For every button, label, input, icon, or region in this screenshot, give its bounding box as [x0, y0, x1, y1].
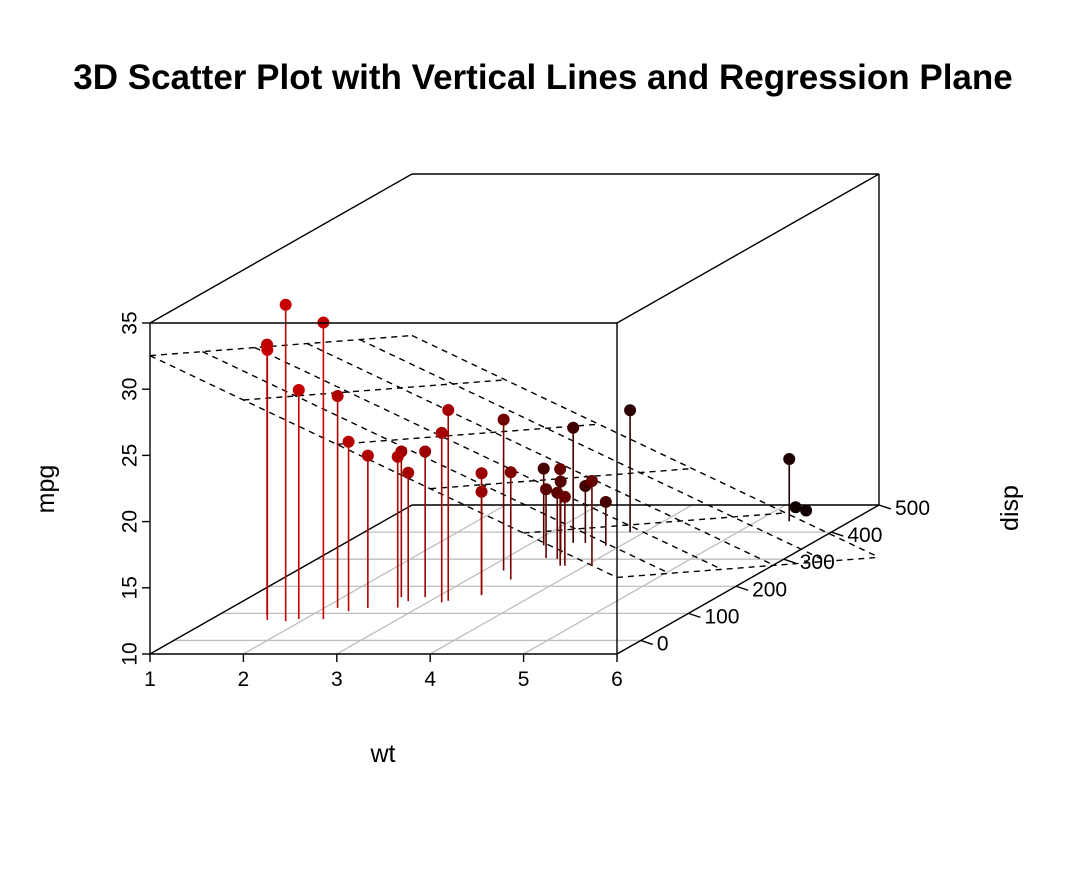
plane-line-disp-1 [202, 350, 670, 575]
plane-line-disp-4 [359, 338, 827, 562]
x-tick-label-2: 3 [331, 668, 343, 691]
x-tick-label-0: 1 [144, 668, 156, 691]
plane-line-disp-5 [411, 334, 880, 558]
grid-line-x-2 [336, 504, 600, 655]
chart-title: 3D Scatter Plot with Vertical Lines and … [73, 58, 1013, 97]
data-point-28 [537, 462, 550, 475]
box-back-edge-4 [149, 504, 413, 655]
x-tick-label-5: 6 [611, 668, 623, 691]
data-point-20 [361, 449, 374, 462]
y-tick-label-0: 0 [657, 632, 669, 655]
data-point-18 [261, 343, 274, 356]
y-tick-mark-0 [640, 639, 654, 646]
data-point-26 [331, 390, 344, 403]
z-tick-label-0: 10 [119, 642, 142, 665]
plane-line-wt-5 [616, 556, 880, 579]
data-point-2 [342, 435, 355, 448]
data-point-31 [391, 450, 404, 463]
y-tick-label-1: 100 [704, 605, 739, 628]
box-back-edge-2 [616, 173, 880, 324]
data-point-10 [475, 485, 488, 498]
x-tick-label-1: 2 [238, 668, 250, 691]
plane-line-disp-0 [149, 355, 618, 579]
y-tick-mark-4 [831, 531, 844, 537]
data-point-19 [279, 298, 292, 311]
box-front-edges [149, 322, 618, 655]
axis-ticks: 1 2 3 4 5 6 10 15 20 25 30 35 0 100 200 300 400 500 [119, 311, 931, 691]
data-point-3 [497, 413, 510, 426]
x-tick-label-3: 4 [424, 668, 436, 691]
data-point-16 [783, 453, 796, 466]
x-axis-label: wt [370, 740, 396, 768]
y-tick-label-3: 300 [800, 551, 835, 574]
data-point-14 [789, 501, 802, 514]
y-tick-label-2: 200 [752, 578, 787, 601]
data-point-5 [504, 466, 517, 479]
y-tick-label-4: 400 [847, 524, 882, 547]
data-point-12 [554, 463, 567, 476]
x-tick-label-4: 5 [518, 668, 530, 691]
grid-line-x-1 [243, 504, 506, 655]
y-axis-label: disp [996, 485, 1024, 531]
y-tick-mark-2 [735, 585, 749, 591]
data-points [261, 298, 813, 517]
plane-line-disp-3 [306, 342, 775, 566]
data-point-25 [292, 384, 305, 397]
data-point-13 [558, 490, 571, 503]
grid-line-x-3 [429, 504, 693, 655]
data-point-1 [419, 445, 432, 458]
box-back-edge-0 [149, 173, 413, 324]
data-point-23 [599, 495, 612, 508]
regression-plane [149, 334, 880, 579]
data-point-29 [402, 466, 415, 479]
data-point-4 [567, 421, 580, 434]
data-point-21 [554, 475, 567, 488]
data-point-9 [475, 467, 488, 480]
grid-line-x-4 [523, 504, 786, 655]
vertical-lines [266, 304, 807, 622]
box-back-edge-6 [616, 504, 880, 655]
data-point-7 [442, 404, 455, 417]
y-tick-mark-1 [688, 612, 701, 619]
z-tick-label-2: 20 [119, 510, 142, 533]
data-point-11 [585, 475, 598, 488]
z-tick-label-1: 15 [119, 576, 142, 599]
z-tick-label-5: 35 [119, 311, 142, 334]
plane-line-disp-2 [254, 346, 723, 570]
y-tick-label-5: 500 [895, 497, 930, 520]
z-axis-label: mpg [32, 465, 60, 514]
data-point-15 [800, 504, 813, 517]
y-tick-mark-3 [783, 558, 796, 564]
data-point-24 [624, 404, 637, 417]
z-tick-label-4: 30 [119, 378, 142, 401]
data-point-8 [435, 426, 448, 439]
box-back-edges [149, 173, 880, 655]
y-tick-mark-5 [878, 504, 892, 510]
z-tick-label-3: 25 [119, 444, 142, 467]
data-point-22 [540, 483, 553, 496]
